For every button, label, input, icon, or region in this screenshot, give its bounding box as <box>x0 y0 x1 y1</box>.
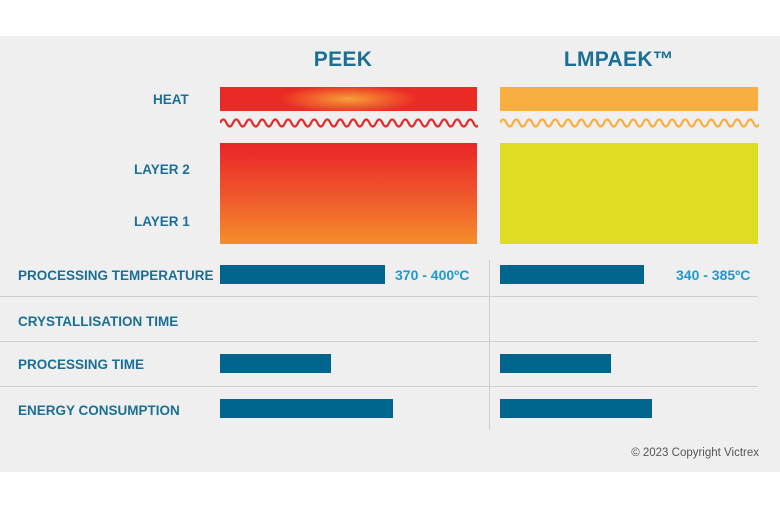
peek-heat-band <box>220 87 477 111</box>
crystallisation-time-label: CRYSTALLISATION TIME <box>18 314 179 329</box>
peek-column-title: PEEK <box>313 48 373 71</box>
peek-heat-wave <box>220 118 478 128</box>
row-divider <box>0 386 758 387</box>
row-divider <box>0 296 758 297</box>
peek-temperature-value: 370 - 400ºC <box>395 267 470 283</box>
lmpaek-temperature-value: 340 - 385ºC <box>676 267 751 283</box>
processing-time-label: PROCESSING TIME <box>18 357 145 372</box>
column-divider <box>489 260 490 430</box>
peek-processing-temperature-bar <box>220 265 385 284</box>
heat-label: HEAT <box>153 92 189 107</box>
lmpaek-processing-temperature-bar <box>500 265 644 284</box>
lmpaek-layers-block <box>500 143 758 244</box>
energy-consumption-label: ENERGY CONSUMPTION <box>18 403 180 418</box>
lmpaek-heat-wave <box>500 118 759 128</box>
lmpaek-processing-time-bar <box>500 354 611 373</box>
lmpaek-heat-band <box>500 87 758 111</box>
layer2-label: LAYER 2 <box>134 162 190 177</box>
processing-temperature-label: PROCESSING TEMPERATURE <box>18 268 214 283</box>
lmpaek-column-title: LMPAEK™ <box>563 48 675 71</box>
lmpaek-energy-consumption-bar <box>500 399 652 418</box>
peek-processing-time-bar <box>220 354 331 373</box>
copyright-notice: © 2023 Copyright Victrex <box>631 447 759 459</box>
peek-energy-consumption-bar <box>220 399 393 418</box>
row-divider <box>0 341 758 342</box>
layer1-label: LAYER 1 <box>134 214 190 229</box>
peek-layers-block <box>220 143 477 244</box>
